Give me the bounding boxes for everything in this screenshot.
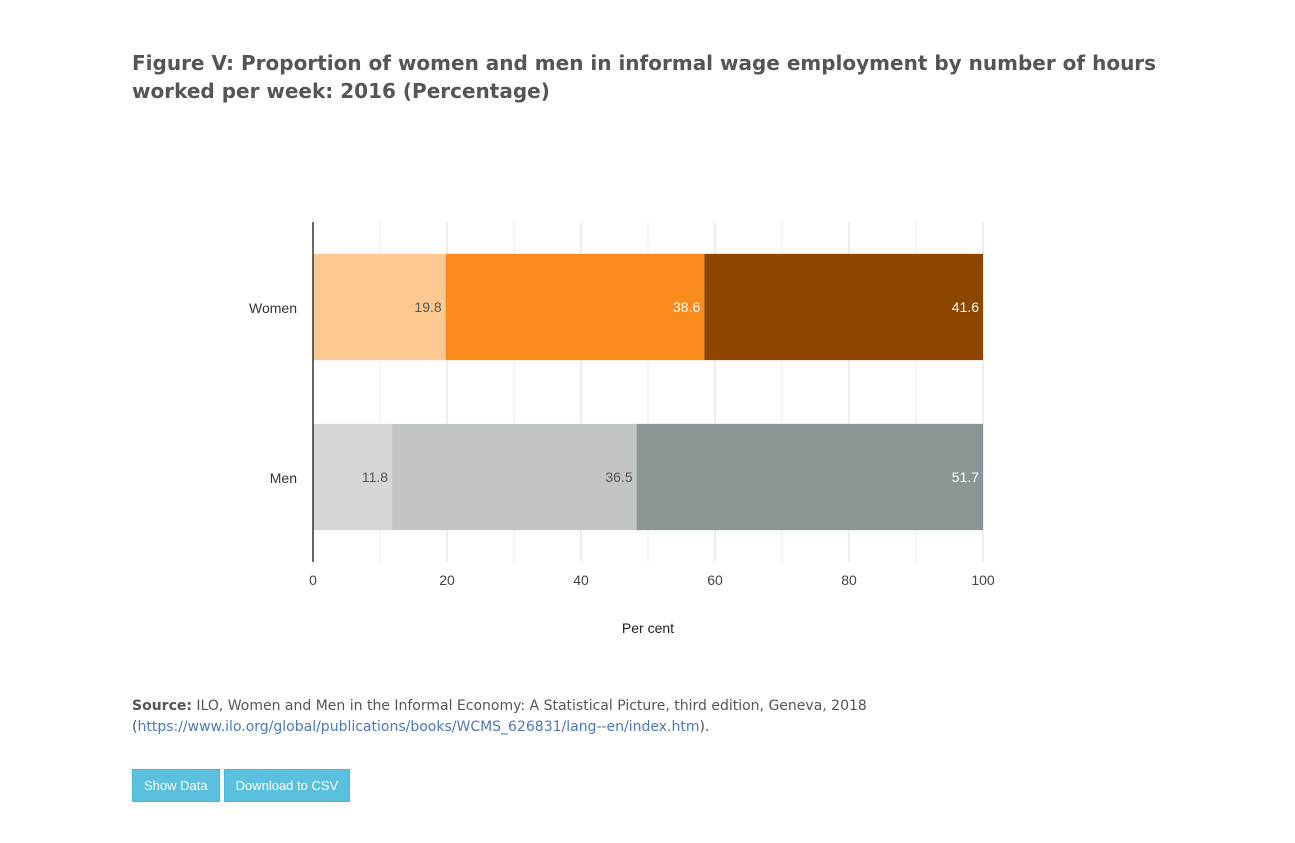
data-label: 51.7 bbox=[952, 469, 979, 485]
category-label: Women bbox=[249, 300, 297, 316]
data-label: 41.6 bbox=[952, 299, 979, 315]
x-tick-label: 80 bbox=[841, 572, 857, 588]
source-label: Source: bbox=[132, 698, 192, 714]
bar-segment bbox=[445, 253, 705, 361]
figure-title: Figure V: Proportion of women and men in… bbox=[132, 49, 1192, 105]
action-buttons: Show Data Download to CSV bbox=[132, 769, 351, 802]
source-paren-close: ). bbox=[699, 719, 710, 735]
bar-segment bbox=[392, 423, 637, 531]
x-tick-label: 60 bbox=[707, 572, 723, 588]
source-note: Source: ILO, Women and Men in the Inform… bbox=[132, 696, 1132, 738]
download-csv-button[interactable]: Download to CSV bbox=[223, 769, 351, 802]
data-label: 19.8 bbox=[414, 299, 441, 315]
data-label: 36.5 bbox=[605, 469, 632, 485]
x-tick-label: 100 bbox=[971, 572, 995, 588]
data-label: 38.6 bbox=[673, 299, 700, 315]
show-data-button[interactable]: Show Data bbox=[132, 769, 220, 802]
bar-segment bbox=[313, 423, 393, 531]
bar-segment bbox=[313, 253, 446, 361]
figure-label: Figure V: bbox=[132, 51, 235, 75]
x-tick-label: 40 bbox=[573, 572, 589, 588]
source-text: ILO, Women and Men in the Informal Econo… bbox=[191, 698, 867, 714]
source-paren-open: ( bbox=[132, 719, 138, 735]
x-axis-title: Per cent bbox=[622, 620, 674, 636]
x-tick-label: 20 bbox=[439, 572, 455, 588]
data-label: 11.8 bbox=[362, 469, 388, 485]
x-tick-label: 0 bbox=[309, 572, 317, 588]
bar-segment bbox=[704, 253, 983, 361]
figure-title-text: Proportion of women and men in informal … bbox=[132, 51, 1157, 103]
bar-segment bbox=[636, 423, 983, 531]
source-link[interactable]: https://www.ilo.org/global/publications/… bbox=[137, 719, 700, 735]
category-label: Men bbox=[270, 470, 297, 486]
